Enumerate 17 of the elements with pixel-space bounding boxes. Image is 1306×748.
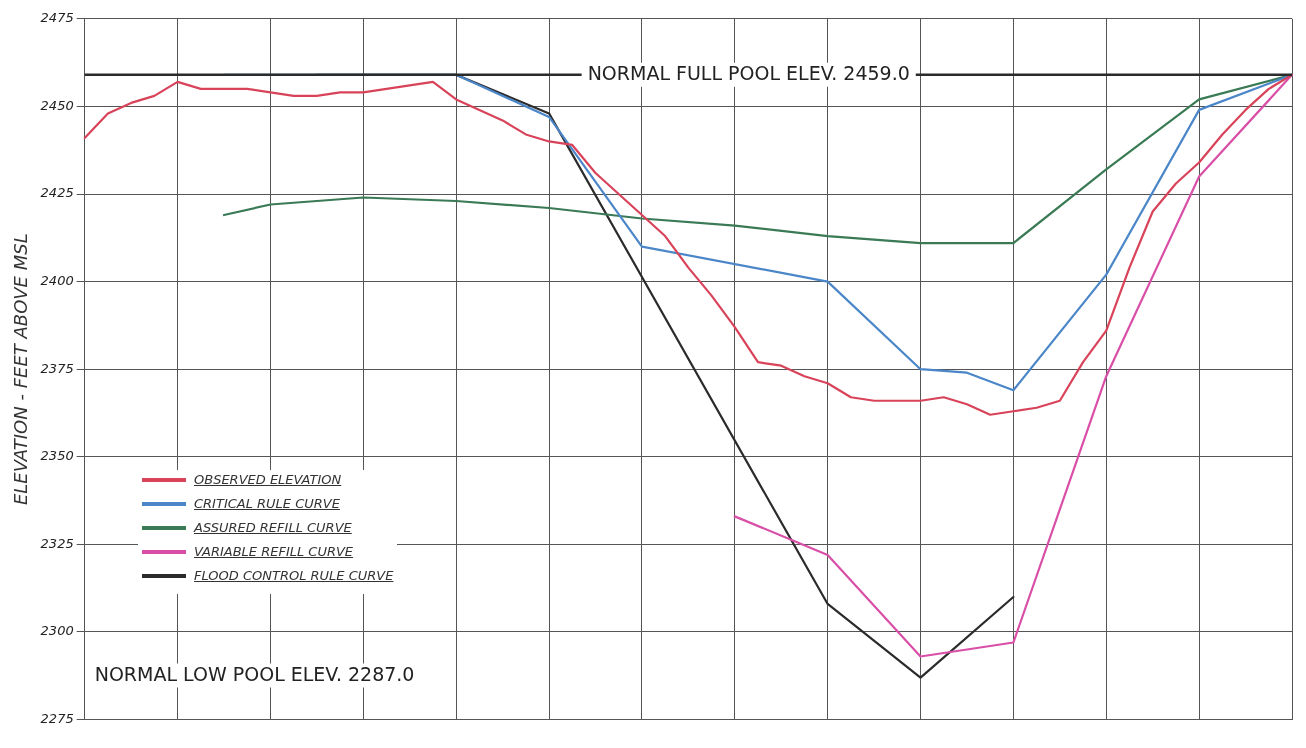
y-tick-label: 2275 bbox=[40, 710, 74, 726]
y-tick-label: 2450 bbox=[40, 97, 74, 113]
y-tick-label: 2425 bbox=[40, 185, 74, 201]
legend-label: OBSERVED ELEVATION bbox=[194, 472, 342, 487]
y-tick-label: 2300 bbox=[40, 623, 74, 639]
legend-label: ASSURED REFILL CURVE bbox=[194, 520, 352, 535]
annotation: NORMAL LOW POOL ELEV. 2287.0 bbox=[94, 662, 415, 685]
legend-label: CRITICAL RULE CURVE bbox=[194, 496, 340, 511]
y-tick-label: 2475 bbox=[40, 10, 74, 26]
legend-label: VARIABLE REFILL CURVE bbox=[194, 544, 354, 559]
y-tick-label: 2400 bbox=[40, 272, 74, 288]
legend-label: FLOOD CONTROL RULE CURVE bbox=[194, 568, 394, 583]
y-tick-label: 2325 bbox=[40, 535, 74, 551]
y-axis-title: ELEVATION - FEET ABOVE MSL bbox=[10, 233, 32, 506]
ref-line-label: NORMAL FULL POOL ELEV. 2459.0 bbox=[587, 61, 910, 84]
y-tick-label: 2375 bbox=[40, 360, 74, 376]
y-tick-label: 2350 bbox=[40, 448, 74, 464]
